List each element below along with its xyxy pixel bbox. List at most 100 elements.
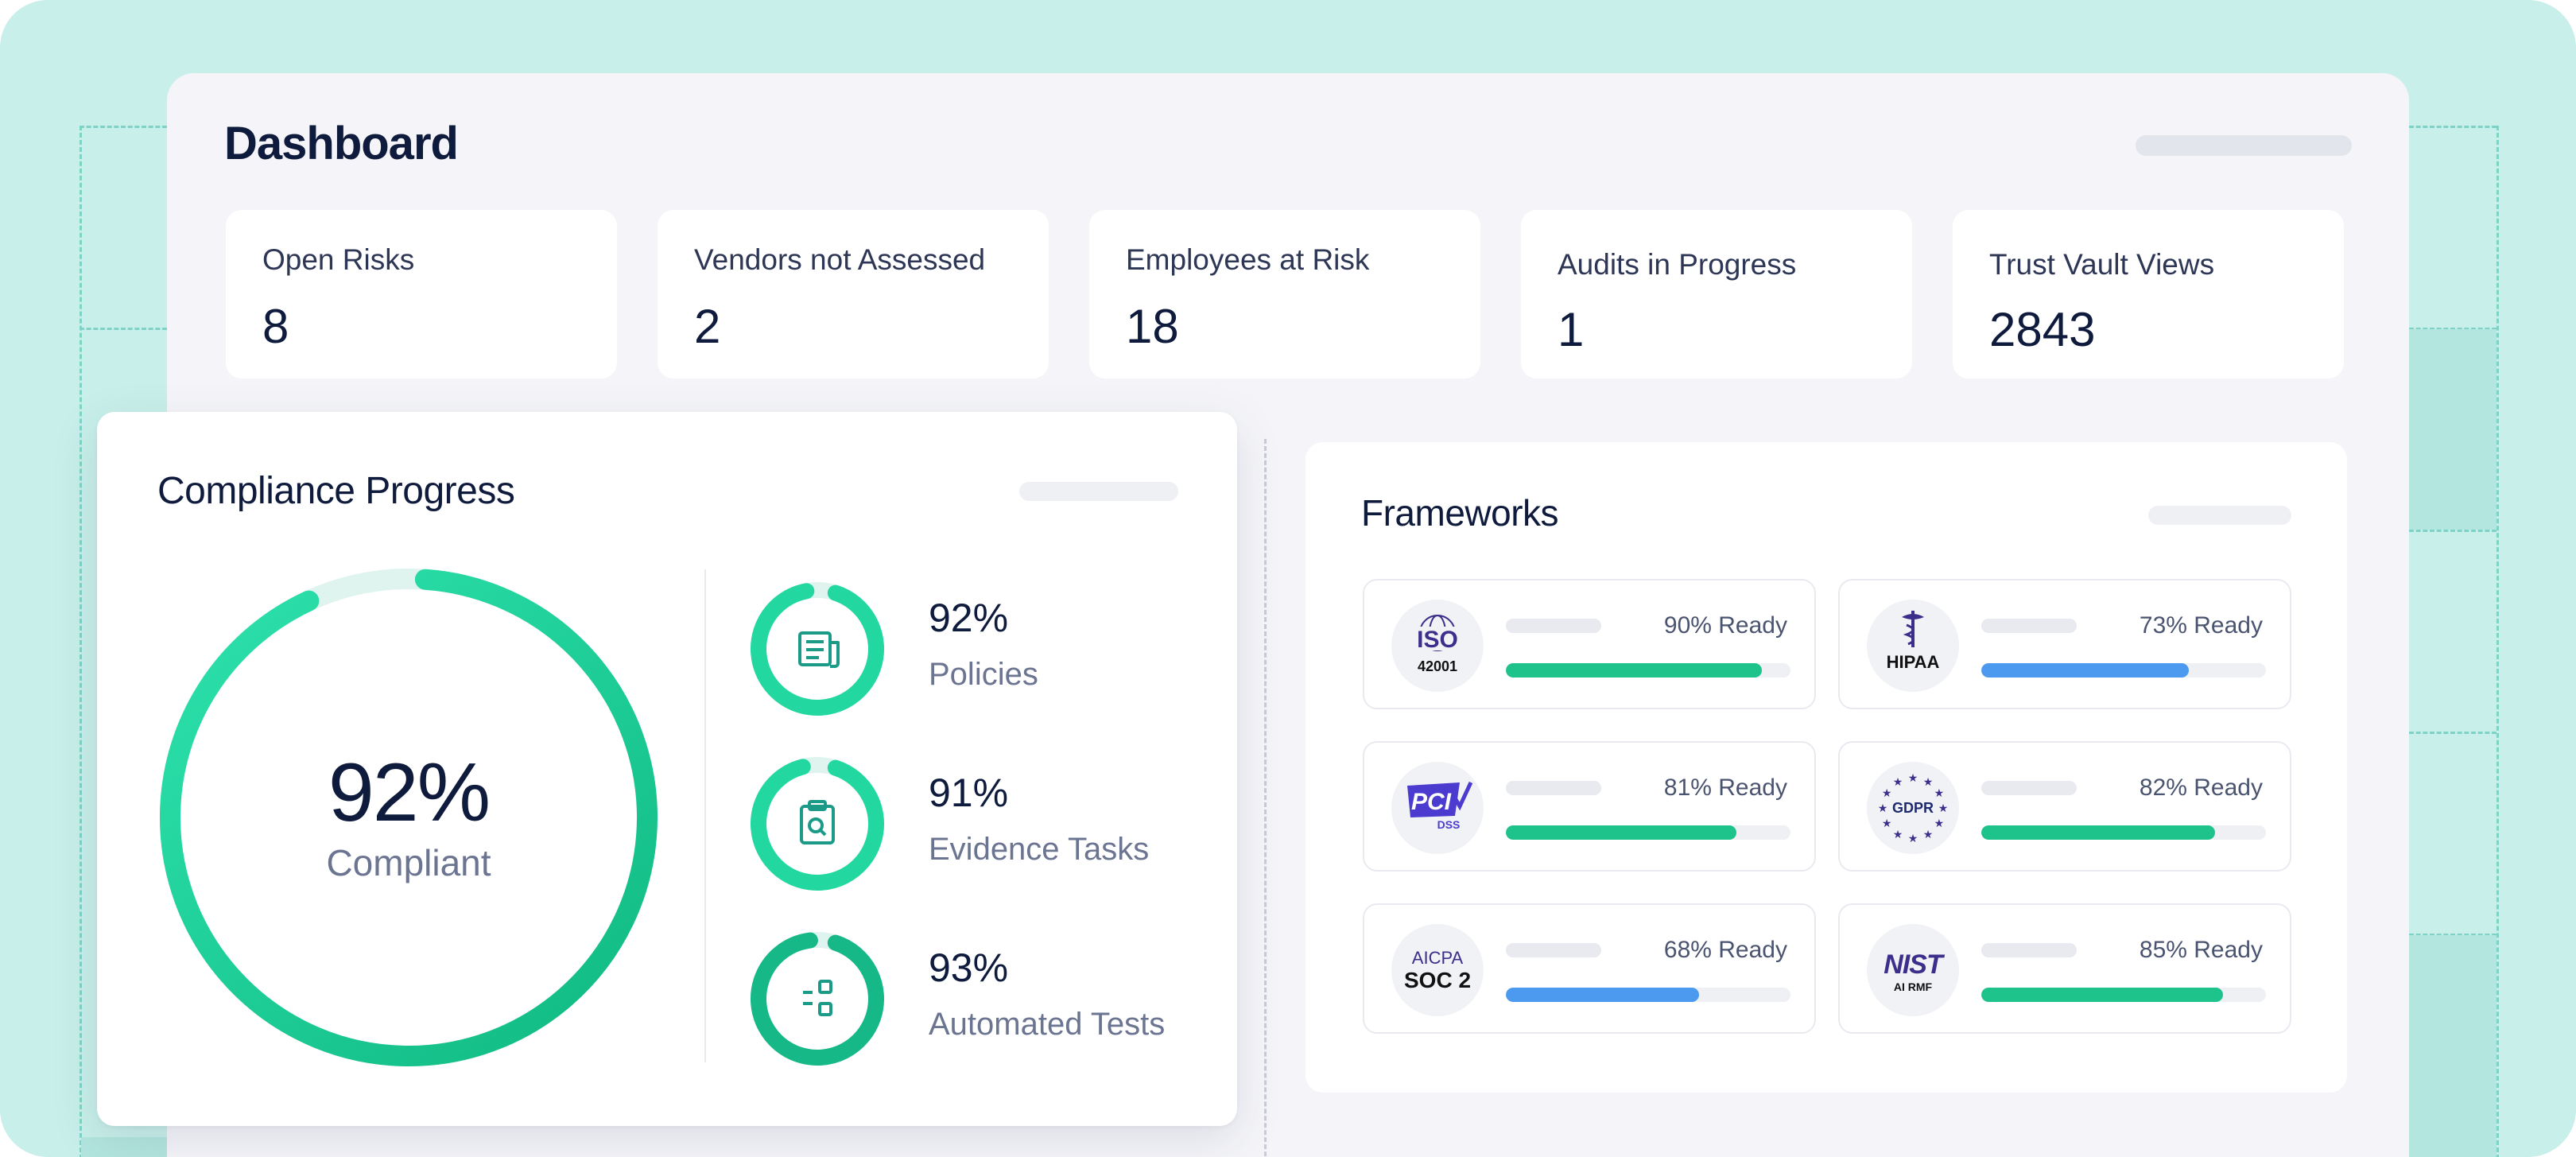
hipaa-logo-text: HIPAA bbox=[1887, 652, 1940, 672]
framework-progress-track bbox=[1981, 988, 2266, 1002]
tint-block bbox=[2409, 329, 2496, 530]
nist-logo-text: NIST bbox=[1884, 949, 1946, 980]
guide-line bbox=[2409, 934, 2496, 936]
framework-progress-fill bbox=[1981, 663, 2190, 678]
guide-line bbox=[2409, 126, 2496, 128]
stat-card-audits-in-progress[interactable]: Audits in Progress 1 bbox=[1521, 210, 1912, 379]
overall-ring-progress bbox=[160, 569, 658, 1066]
framework-progress-track bbox=[1506, 825, 1790, 840]
framework-progress-track bbox=[1506, 663, 1790, 678]
policies-label: Policies bbox=[929, 657, 1038, 692]
framework-progress-fill bbox=[1506, 988, 1700, 1002]
page-title: Dashboard bbox=[224, 118, 459, 169]
frameworks-card: Frameworks ISO 42001 90% Ready bbox=[1305, 442, 2347, 1093]
compliance-progress-card: Compliance Progress 92% Compliant bbox=[97, 412, 1237, 1126]
framework-ready-text: 73% Ready bbox=[2139, 612, 2263, 639]
aicpa-logo-text: AICPA bbox=[1412, 948, 1464, 968]
framework-item-hipaa[interactable]: HIPAA 73% Ready bbox=[1838, 579, 2291, 709]
tint-block bbox=[81, 1137, 167, 1157]
divider bbox=[704, 569, 706, 1062]
document-icon bbox=[798, 631, 840, 668]
overall-percent: 92% bbox=[328, 747, 491, 839]
guide-line bbox=[2409, 732, 2496, 734]
stat-label: Audits in Progress bbox=[1558, 248, 1797, 281]
framework-progress-fill bbox=[1506, 663, 1763, 678]
compliance-title: Compliance Progress bbox=[157, 470, 515, 512]
stat-label: Employees at Risk bbox=[1126, 243, 1370, 276]
gdpr-star-icon: ★ bbox=[1923, 828, 1934, 841]
header-placeholder-pill bbox=[2136, 135, 2352, 156]
iso-logo-subtext: 42001 bbox=[1418, 658, 1457, 674]
pci-logo-text: PCI bbox=[1411, 789, 1452, 815]
compliance-placeholder-pill bbox=[1019, 482, 1178, 501]
placeholder-pill bbox=[1506, 781, 1601, 795]
pci-logo-subtext: DSS bbox=[1437, 818, 1461, 831]
tests-icon bbox=[803, 980, 832, 1016]
stat-label: Vendors not Assessed bbox=[694, 243, 986, 276]
framework-progress-fill bbox=[1981, 825, 2215, 840]
pci-logo-icon: PCI DSS bbox=[1391, 762, 1484, 854]
iso-logo-icon: ISO 42001 bbox=[1391, 600, 1484, 692]
guide-line bbox=[80, 328, 167, 330]
evidence-tasks-percent: 91% bbox=[929, 771, 1009, 815]
framework-progress-fill bbox=[1506, 825, 1736, 840]
gdpr-star-icon: ★ bbox=[1882, 817, 1892, 829]
gdpr-star-icon: ★ bbox=[1938, 802, 1949, 814]
overall-label: Compliant bbox=[326, 842, 491, 883]
framework-progress-fill bbox=[1981, 988, 2224, 1002]
framework-ready-text: 82% Ready bbox=[2139, 775, 2263, 801]
clipboard-search-icon bbox=[800, 800, 835, 844]
framework-item-soc2[interactable]: AICPA SOC 2 68% Ready bbox=[1363, 903, 1816, 1034]
framework-progress-track bbox=[1981, 663, 2266, 678]
evidence-tasks-label: Evidence Tasks bbox=[929, 832, 1150, 867]
stat-value: 8 bbox=[262, 300, 289, 353]
framework-ready-text: 81% Ready bbox=[1663, 775, 1787, 801]
guide-line bbox=[2409, 328, 2496, 330]
gdpr-star-icon: ★ bbox=[1878, 802, 1888, 814]
gdpr-star-icon: ★ bbox=[1934, 817, 1945, 829]
stat-card-vendors-not-assessed[interactable]: Vendors not Assessed 2 bbox=[658, 210, 1049, 379]
policies-ring-progress bbox=[751, 582, 884, 716]
evidence-tasks-ring bbox=[751, 757, 884, 891]
stat-value: 2 bbox=[694, 300, 721, 353]
framework-item-gdpr[interactable]: GDPR ★ ★ ★ ★ ★ ★ ★ ★ ★ ★ ★ ★ 82% Ready bbox=[1838, 741, 2291, 872]
framework-item-pci-dss[interactable]: PCI DSS 81% Ready bbox=[1363, 741, 1816, 872]
automated-tests-label: Automated Tests bbox=[929, 1007, 1166, 1042]
guide-line bbox=[80, 126, 82, 1157]
stat-card-employees-at-risk[interactable]: Employees at Risk 18 bbox=[1089, 210, 1480, 379]
automated-tests-ring bbox=[751, 932, 884, 1066]
overall-compliance-ring bbox=[160, 569, 658, 1066]
placeholder-pill bbox=[1981, 781, 2077, 795]
stat-label: Trust Vault Views bbox=[1989, 248, 2215, 281]
frameworks-title: Frameworks bbox=[1361, 492, 1559, 534]
aicpa-soc2-logo-icon: AICPA SOC 2 bbox=[1391, 924, 1484, 1016]
stat-card-trust-vault-views[interactable]: Trust Vault Views 2843 bbox=[1953, 210, 2344, 379]
soc2-logo-text: SOC 2 bbox=[1404, 968, 1471, 992]
gdpr-star-icon: ★ bbox=[1934, 786, 1945, 799]
stat-value: 1 bbox=[1558, 303, 1585, 356]
guide-line bbox=[1264, 439, 1267, 1157]
iso-logo-text: ISO bbox=[1417, 627, 1458, 653]
gdpr-logo-text: GDPR bbox=[1892, 800, 1934, 816]
guide-line bbox=[80, 126, 167, 128]
hipaa-logo-icon: HIPAA bbox=[1867, 600, 1959, 692]
stat-card-open-risks[interactable]: Open Risks 8 bbox=[226, 210, 617, 379]
stat-value: 18 bbox=[1126, 300, 1179, 353]
frameworks-placeholder-pill bbox=[2148, 506, 2291, 525]
framework-progress-track bbox=[1981, 825, 2266, 840]
stat-value: 2843 bbox=[1989, 303, 2096, 356]
placeholder-pill bbox=[1506, 943, 1601, 957]
policies-percent: 92% bbox=[929, 596, 1009, 640]
tests-ring-progress bbox=[751, 932, 884, 1066]
nist-logo-icon: NIST AI RMF bbox=[1867, 924, 1959, 1016]
gdpr-star-icon: ★ bbox=[1882, 786, 1892, 799]
framework-item-nist-ai-rmf[interactable]: NIST AI RMF 85% Ready bbox=[1838, 903, 2291, 1034]
gdpr-logo-icon: GDPR ★ ★ ★ ★ ★ ★ ★ ★ ★ ★ ★ ★ bbox=[1867, 762, 1959, 854]
gdpr-star-icon: ★ bbox=[1908, 832, 1918, 844]
framework-ready-text: 85% Ready bbox=[2139, 937, 2263, 963]
placeholder-pill bbox=[1981, 943, 2077, 957]
framework-item-iso-42001[interactable]: ISO 42001 90% Ready bbox=[1363, 579, 1816, 709]
guide-line bbox=[2496, 126, 2499, 1157]
framework-ready-text: 68% Ready bbox=[1663, 937, 1787, 963]
